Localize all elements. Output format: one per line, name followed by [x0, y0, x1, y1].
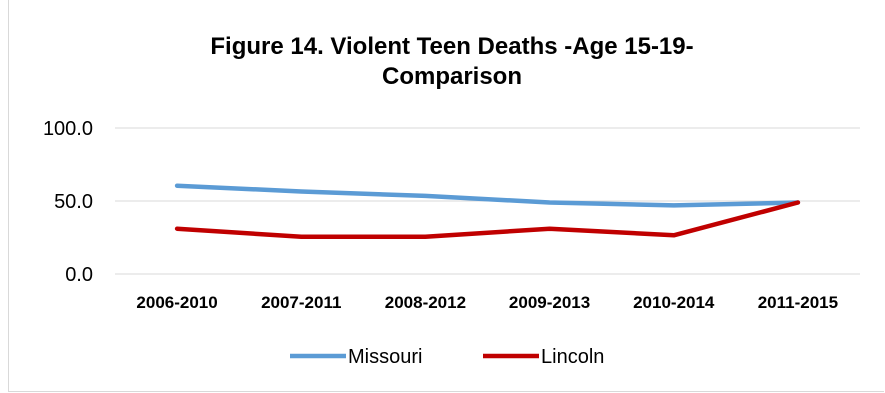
y-tick-label: 0.0: [65, 264, 93, 286]
series-lines: [174, 183, 801, 240]
series-line-missouri: [174, 183, 801, 208]
x-tick-label: 2009-2013: [509, 293, 590, 312]
chart-title-line-2: Comparison: [382, 63, 522, 90]
x-tick-label: 2007-2011: [261, 293, 341, 312]
x-tick-label: 2006-2010: [136, 293, 217, 312]
x-tick-label: 2011-2015: [758, 293, 838, 312]
y-tick-label: 100.0: [43, 118, 93, 140]
legend-label-lincoln: Lincoln: [541, 346, 604, 368]
x-tick-label: 2010-2014: [633, 293, 715, 312]
series-line-lincoln: [174, 200, 801, 240]
y-axis-tick-labels: 0.0 50.0 100.0: [43, 118, 93, 286]
legend-label-missouri: Missouri: [348, 346, 422, 368]
x-axis-tick-labels: 2006-2010 2007-2011 2008-2012 2009-2013 2010…: [136, 293, 838, 312]
y-tick-label: 50.0: [54, 191, 93, 213]
legend: Missouri Lincoln: [290, 346, 604, 368]
x-tick-label: 2008-2012: [385, 293, 466, 312]
chart-title-line-1: Figure 14. Violent Teen Deaths -Age 15-1…: [210, 33, 693, 60]
